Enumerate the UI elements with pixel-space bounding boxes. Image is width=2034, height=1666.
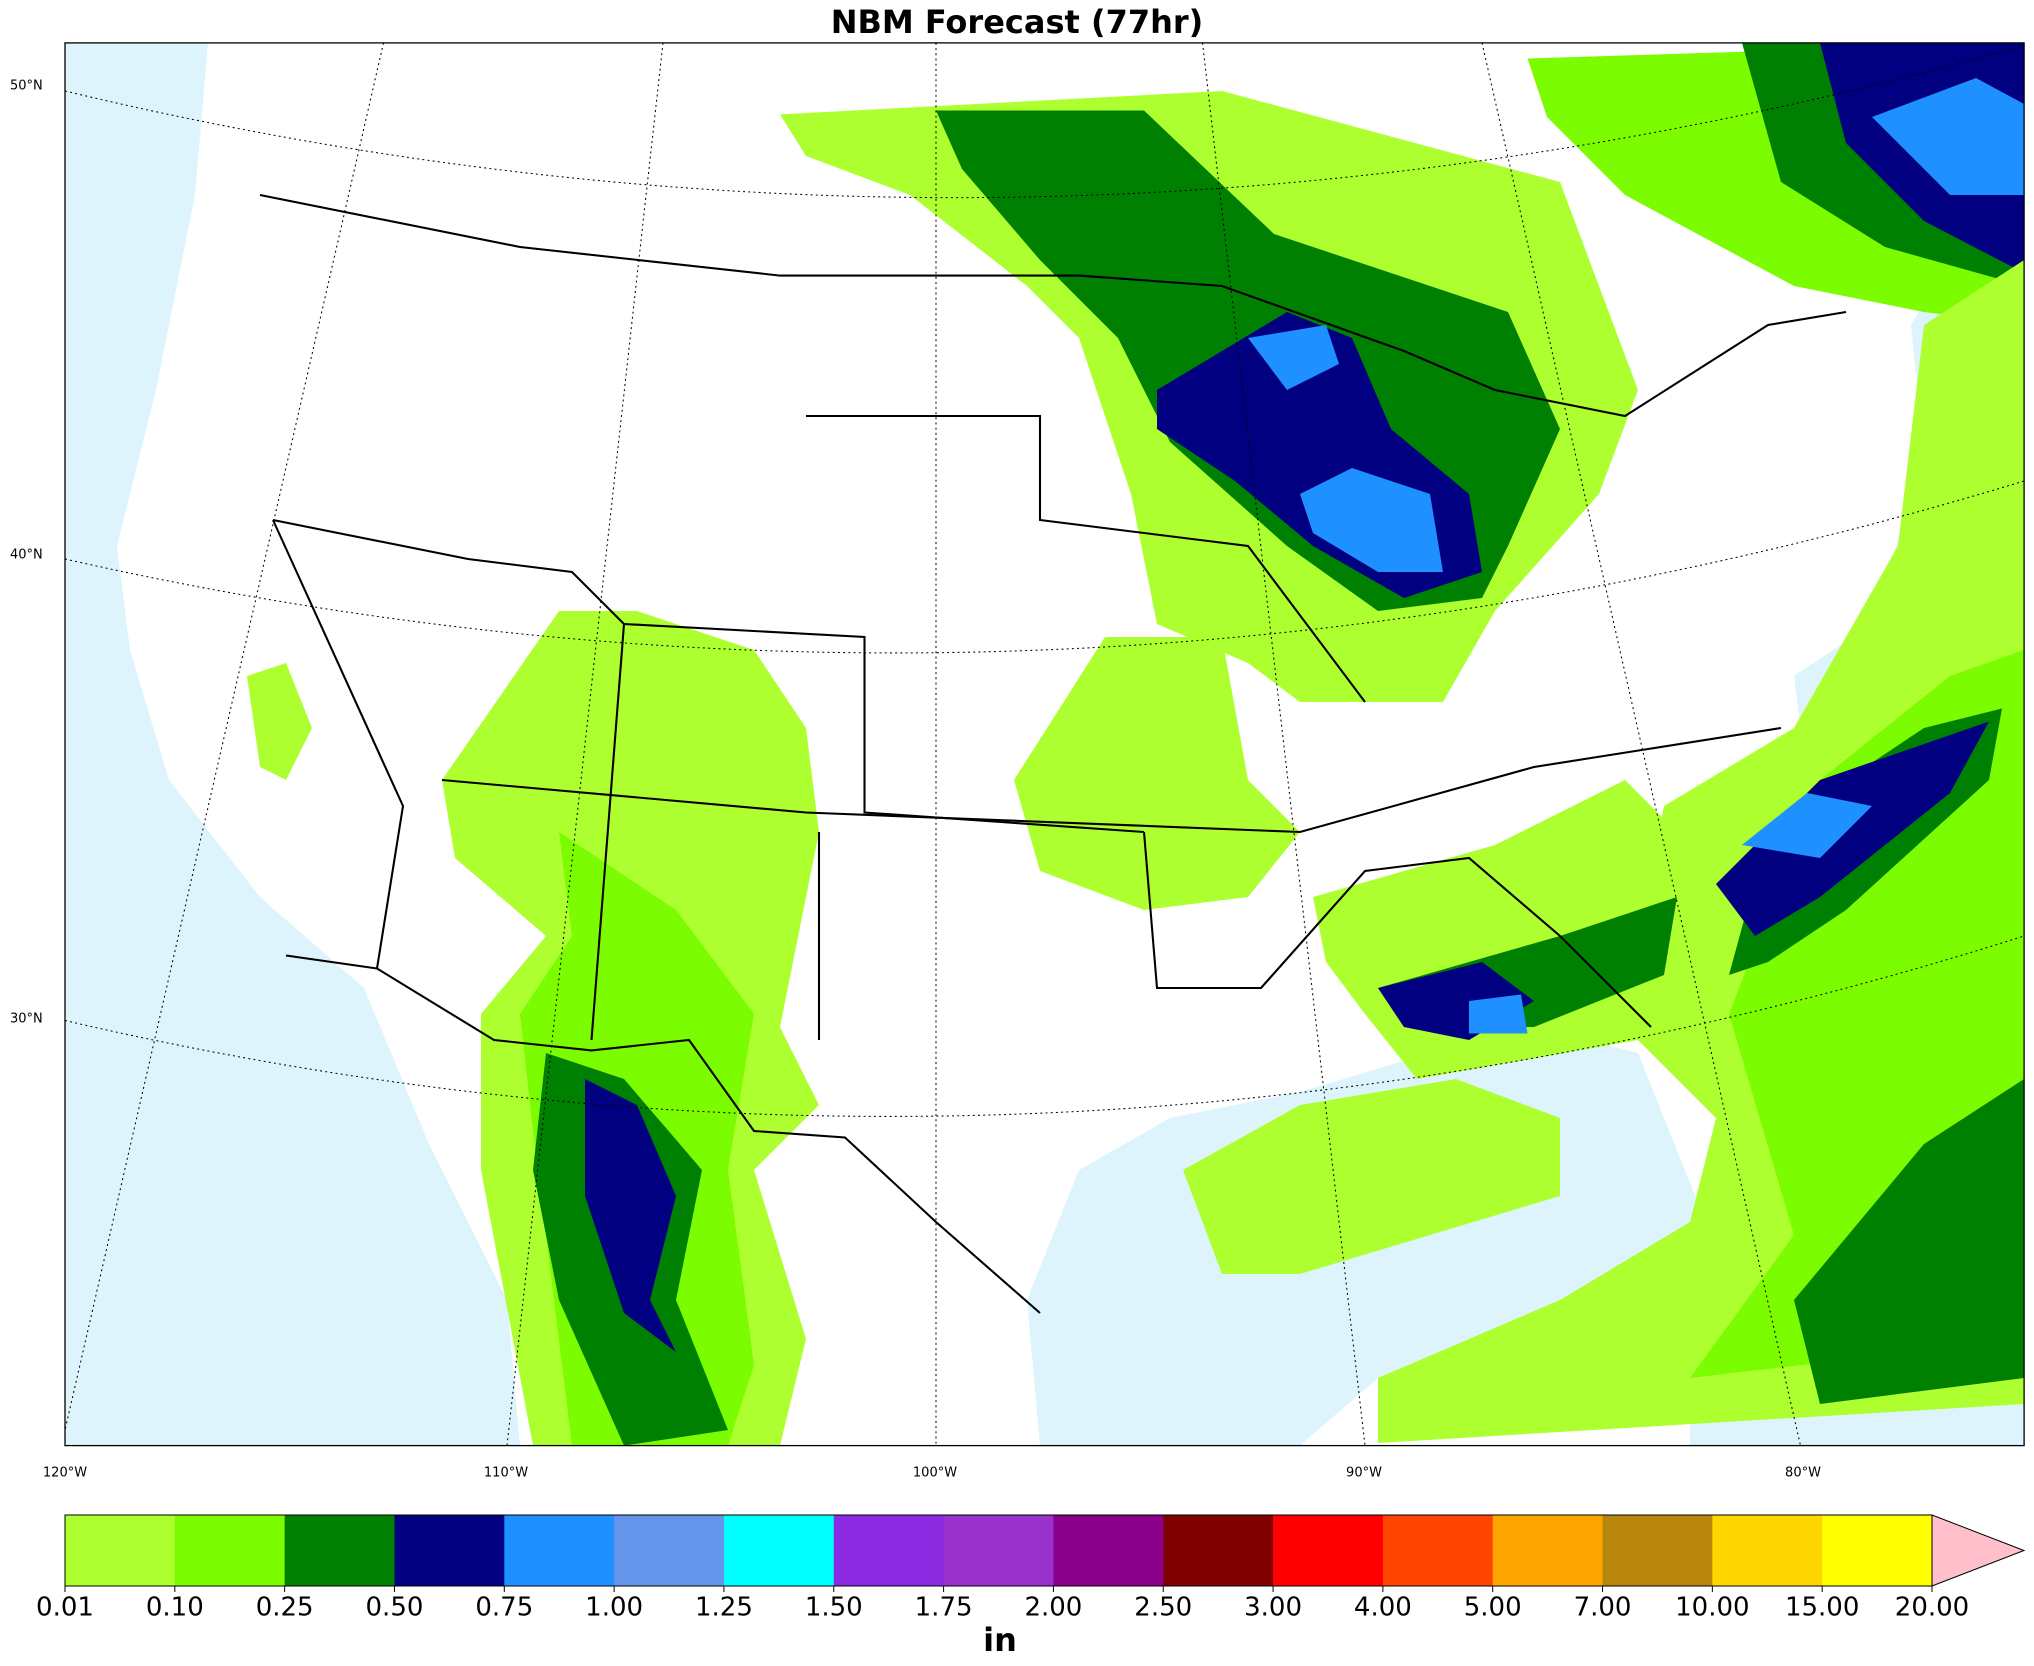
precip-area [1871, 78, 2025, 195]
colorbar-tick-label: 10.00 [1675, 1593, 1749, 1623]
precip-area [1741, 793, 1872, 858]
colorbar: 0.01 0.10 0.25 0.50 0.75 1.00 1.25 1.50 1.75 2.00… [36, 1514, 2026, 1623]
precip-area [246, 663, 312, 780]
border-line [272, 519, 405, 970]
lon-label: 120°W [43, 1466, 87, 1481]
colorbar-segment [504, 1515, 615, 1586]
colorbar-segment [943, 1515, 1054, 1586]
colorbar-segment [1053, 1515, 1164, 1586]
colorbar-segment [833, 1515, 945, 1586]
border-line [805, 414, 1366, 703]
precip-area [1013, 637, 1300, 910]
graticule-line [64, 44, 2025, 199]
border-line [376, 967, 1041, 1314]
border-line [1142, 831, 1652, 1028]
colorbar-tick-label: 1.25 [695, 1593, 753, 1623]
colorbar-segment [394, 1515, 505, 1586]
graticule-line [64, 935, 2025, 1117]
precip-area [1715, 721, 1989, 936]
colorbar-segment [1492, 1515, 1604, 1586]
colorbar-tick-label: 5.00 [1464, 1593, 1522, 1623]
colorbar-tick-label: 0.25 [256, 1593, 314, 1623]
borders [259, 193, 1847, 1314]
colorbar-segment [284, 1515, 395, 1586]
colorbar-tick-label: 0.10 [146, 1593, 204, 1623]
lat-label: 40°N [10, 548, 43, 563]
colorbar-segment [1822, 1515, 1933, 1586]
colorbar-segment [1712, 1515, 1823, 1586]
graticule-line [1201, 42, 1366, 1446]
lat-label: 30°N [10, 1012, 43, 1027]
colorbar-tick-label: 3.00 [1244, 1593, 1302, 1623]
precip-area [1300, 467, 1443, 572]
colorbar-segment [174, 1515, 286, 1586]
colorbar-label: in [983, 1621, 1017, 1659]
colorbar-tick-label: 15.00 [1785, 1593, 1859, 1623]
graticule-line [64, 42, 385, 1431]
colorbar-segment [1382, 1515, 1494, 1586]
colorbar-tick-label: 7.00 [1574, 1593, 1632, 1623]
colorbar-tick-label: 0.50 [366, 1593, 424, 1623]
graticule [64, 42, 2025, 1446]
colorbar-tick-label: 2.50 [1134, 1593, 1192, 1623]
colorbar-segment [1273, 1515, 1384, 1586]
colorbar-tick-label: 4.00 [1354, 1593, 1412, 1623]
title: NBM Forecast (77hr) [831, 3, 1204, 41]
graticule-line [1481, 42, 1802, 1446]
colorbar-segment [65, 1515, 176, 1586]
precip-area [1248, 325, 1339, 390]
colorbar-tick-label: 20.00 [1895, 1593, 1969, 1623]
map-frame [64, 42, 2025, 1447]
precip-area [1469, 994, 1528, 1034]
graticule-line [64, 480, 2025, 654]
colorbar-frame [64, 1514, 1933, 1587]
colorbar-segment [614, 1515, 725, 1586]
precip-area [1183, 1079, 1560, 1274]
colorbar-segment [723, 1515, 835, 1586]
precip-area [585, 1079, 676, 1352]
graticule-line [506, 42, 664, 1446]
precip-area [1793, 1079, 2025, 1404]
map [64, 42, 2025, 1447]
border-line [259, 193, 1847, 418]
colorbar-tick-label: 0.01 [36, 1593, 94, 1623]
colorbar-extend [1931, 1514, 2026, 1587]
colorbar-tick-label: 1.75 [915, 1593, 973, 1623]
border-line [590, 623, 626, 1041]
colorbar-segment [1163, 1515, 1274, 1586]
lon-label: 100°W [913, 1466, 957, 1481]
lon-label: 80°W [1785, 1466, 1821, 1481]
colorbar-tick-label: 0.75 [475, 1593, 533, 1623]
colorbar-segment [1602, 1515, 1713, 1586]
lon-label: 90°W [1346, 1466, 1382, 1481]
colorbar-tick-label: 2.00 [1024, 1593, 1082, 1623]
lon-label: 110°W [484, 1466, 528, 1481]
lat-label: 50°N [10, 79, 43, 94]
precipitation [246, 42, 2025, 1446]
colorbar-tick-label: 1.50 [805, 1593, 863, 1623]
border-line [441, 726, 1782, 834]
colorbar-tick-label: 1.00 [585, 1593, 643, 1623]
